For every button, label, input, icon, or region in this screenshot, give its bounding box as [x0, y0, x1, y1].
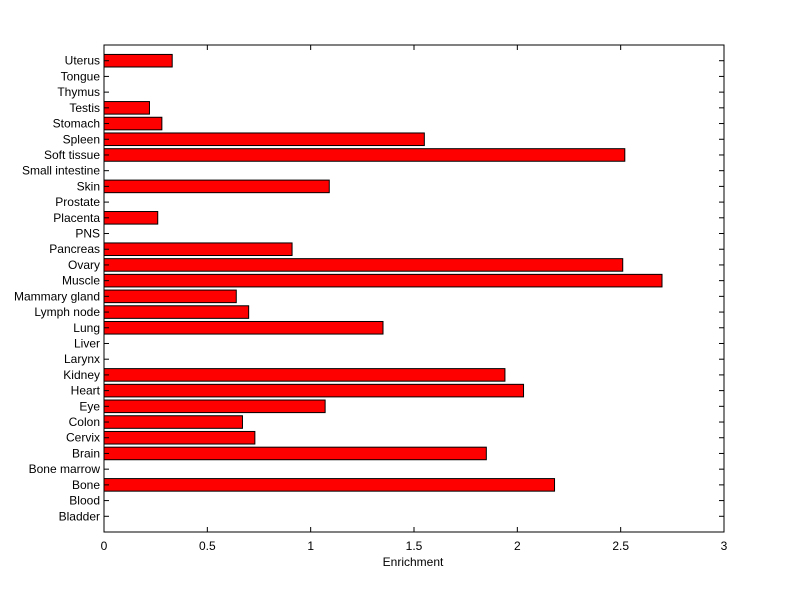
- y-tick-label-blood: Blood: [69, 494, 100, 508]
- x-tick-label: 2: [514, 539, 521, 553]
- y-tick-label-mammary-gland: Mammary gland: [14, 289, 100, 303]
- x-axis-title: Enrichment: [383, 555, 444, 569]
- bar-soft-tissue: [103, 148, 626, 162]
- y-tick-label-pancreas: Pancreas: [49, 242, 100, 256]
- y-tick-label-colon: Colon: [69, 415, 100, 429]
- bar-eye: [103, 399, 326, 414]
- y-tick-label-bladder: Bladder: [59, 509, 100, 523]
- y-tick-label-cervix: Cervix: [66, 431, 100, 445]
- bar-bone: [103, 478, 556, 492]
- y-tick-label-muscle: Muscle: [62, 274, 100, 288]
- y-tick-label-prostate: Prostate: [55, 195, 100, 209]
- bar-placenta: [103, 211, 159, 225]
- y-tick-label-brain: Brain: [72, 446, 100, 460]
- y-tick-label-spleen: Spleen: [63, 132, 100, 146]
- bar-colon: [103, 415, 243, 429]
- y-tick-label-testis: Testis: [69, 101, 100, 115]
- x-tick-label: 0.5: [199, 539, 216, 553]
- y-tick-label-stomach: Stomach: [53, 117, 100, 131]
- bar-muscle: [103, 273, 663, 288]
- y-tick-label-lung: Lung: [73, 321, 100, 335]
- y-tick-label-kidney: Kidney: [63, 368, 100, 382]
- y-tick-label-ovary: Ovary: [68, 258, 100, 272]
- y-tick-label-thymus: Thymus: [57, 85, 100, 99]
- x-tick-label: 1.5: [406, 539, 423, 553]
- x-tick-label: 1: [307, 539, 314, 553]
- bar-stomach: [103, 116, 163, 131]
- x-tick-label: 0: [101, 539, 108, 553]
- bar-lung: [103, 320, 384, 335]
- bar-uterus: [103, 53, 173, 68]
- bar-pancreas: [103, 242, 293, 257]
- bar-testis: [103, 101, 150, 115]
- y-tick-label-small-intestine: Small intestine: [22, 164, 100, 178]
- y-tick-label-larynx: Larynx: [64, 352, 100, 366]
- bar-ovary: [103, 258, 624, 272]
- x-tick-label: 3: [721, 539, 728, 553]
- y-tick-label-bone: Bone: [72, 478, 100, 492]
- bar-spleen: [103, 132, 425, 147]
- y-tick-label-tongue: Tongue: [61, 69, 101, 83]
- y-tick-label-heart: Heart: [71, 384, 101, 398]
- bar-kidney: [103, 368, 506, 382]
- y-tick-label-skin: Skin: [77, 179, 100, 193]
- y-tick-label-liver: Liver: [74, 336, 100, 350]
- bar-mammary-gland: [103, 289, 237, 304]
- y-tick-label-eye: Eye: [79, 399, 100, 413]
- y-tick-label-pns: PNS: [75, 227, 100, 241]
- y-tick-label-placenta: Placenta: [53, 211, 100, 225]
- y-tick-label-soft-tissue: Soft tissue: [44, 148, 100, 162]
- bar-cervix: [103, 430, 256, 445]
- bar-heart: [103, 383, 525, 398]
- y-tick-label-lymph-node: Lymph node: [34, 305, 100, 319]
- bar-skin: [103, 179, 330, 194]
- y-tick-label-uterus: Uterus: [65, 54, 100, 68]
- plot-frame: [103, 44, 725, 533]
- bar-lymph-node: [103, 305, 250, 319]
- bar-brain: [103, 446, 487, 461]
- y-tick-label-bone-marrow: Bone marrow: [29, 462, 101, 476]
- x-tick-label: 2.5: [612, 539, 629, 553]
